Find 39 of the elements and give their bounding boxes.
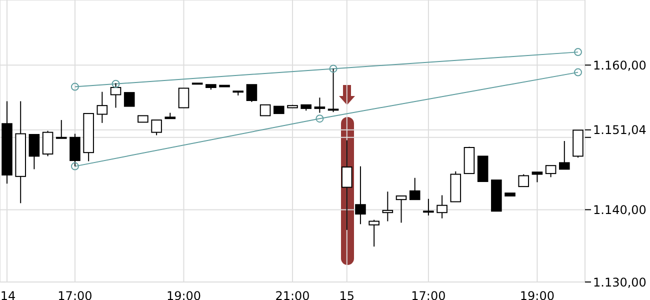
candlestick [368,219,380,248]
candlestick [151,120,162,136]
candlestick [42,130,54,157]
candlestick [409,177,420,200]
candlestick [56,120,67,139]
point [329,64,338,73]
point [574,68,582,76]
candlestick [28,134,40,170]
candlestick [436,194,448,219]
point [574,48,582,56]
x-tick-label: 15 [339,289,355,300]
point [70,82,79,91]
x-tick-label: 19:00 [520,289,555,300]
candlestick [355,166,366,225]
candlestick [96,91,108,124]
candlestick [246,84,258,102]
point [70,162,79,170]
x-tick-label: 19:00 [166,289,202,300]
candlestick [178,88,190,108]
candlestick [396,195,407,224]
candlestick [124,92,135,107]
x-tick-label: 14 [0,289,16,300]
candlestick [532,172,543,183]
candlestick [518,174,530,188]
x-tick-label: 21:00 [275,289,310,300]
point [316,114,324,123]
y-tick-label: 1.151,04 [593,123,646,138]
candlestick [559,140,570,170]
x-tick-label: 17:00 [58,289,92,300]
point [112,80,120,88]
candlestick [314,97,326,114]
y-tick-label: 1.160,00 [593,58,646,72]
candlestick [382,191,394,222]
candlestick [545,165,556,178]
y-tick-label: 1.130,00 [593,275,646,290]
y-tick-label: 1.140,00 [593,202,646,217]
candlestick [423,198,434,216]
x-tick-label: 17:00 [411,289,446,300]
candlestick [260,104,271,116]
